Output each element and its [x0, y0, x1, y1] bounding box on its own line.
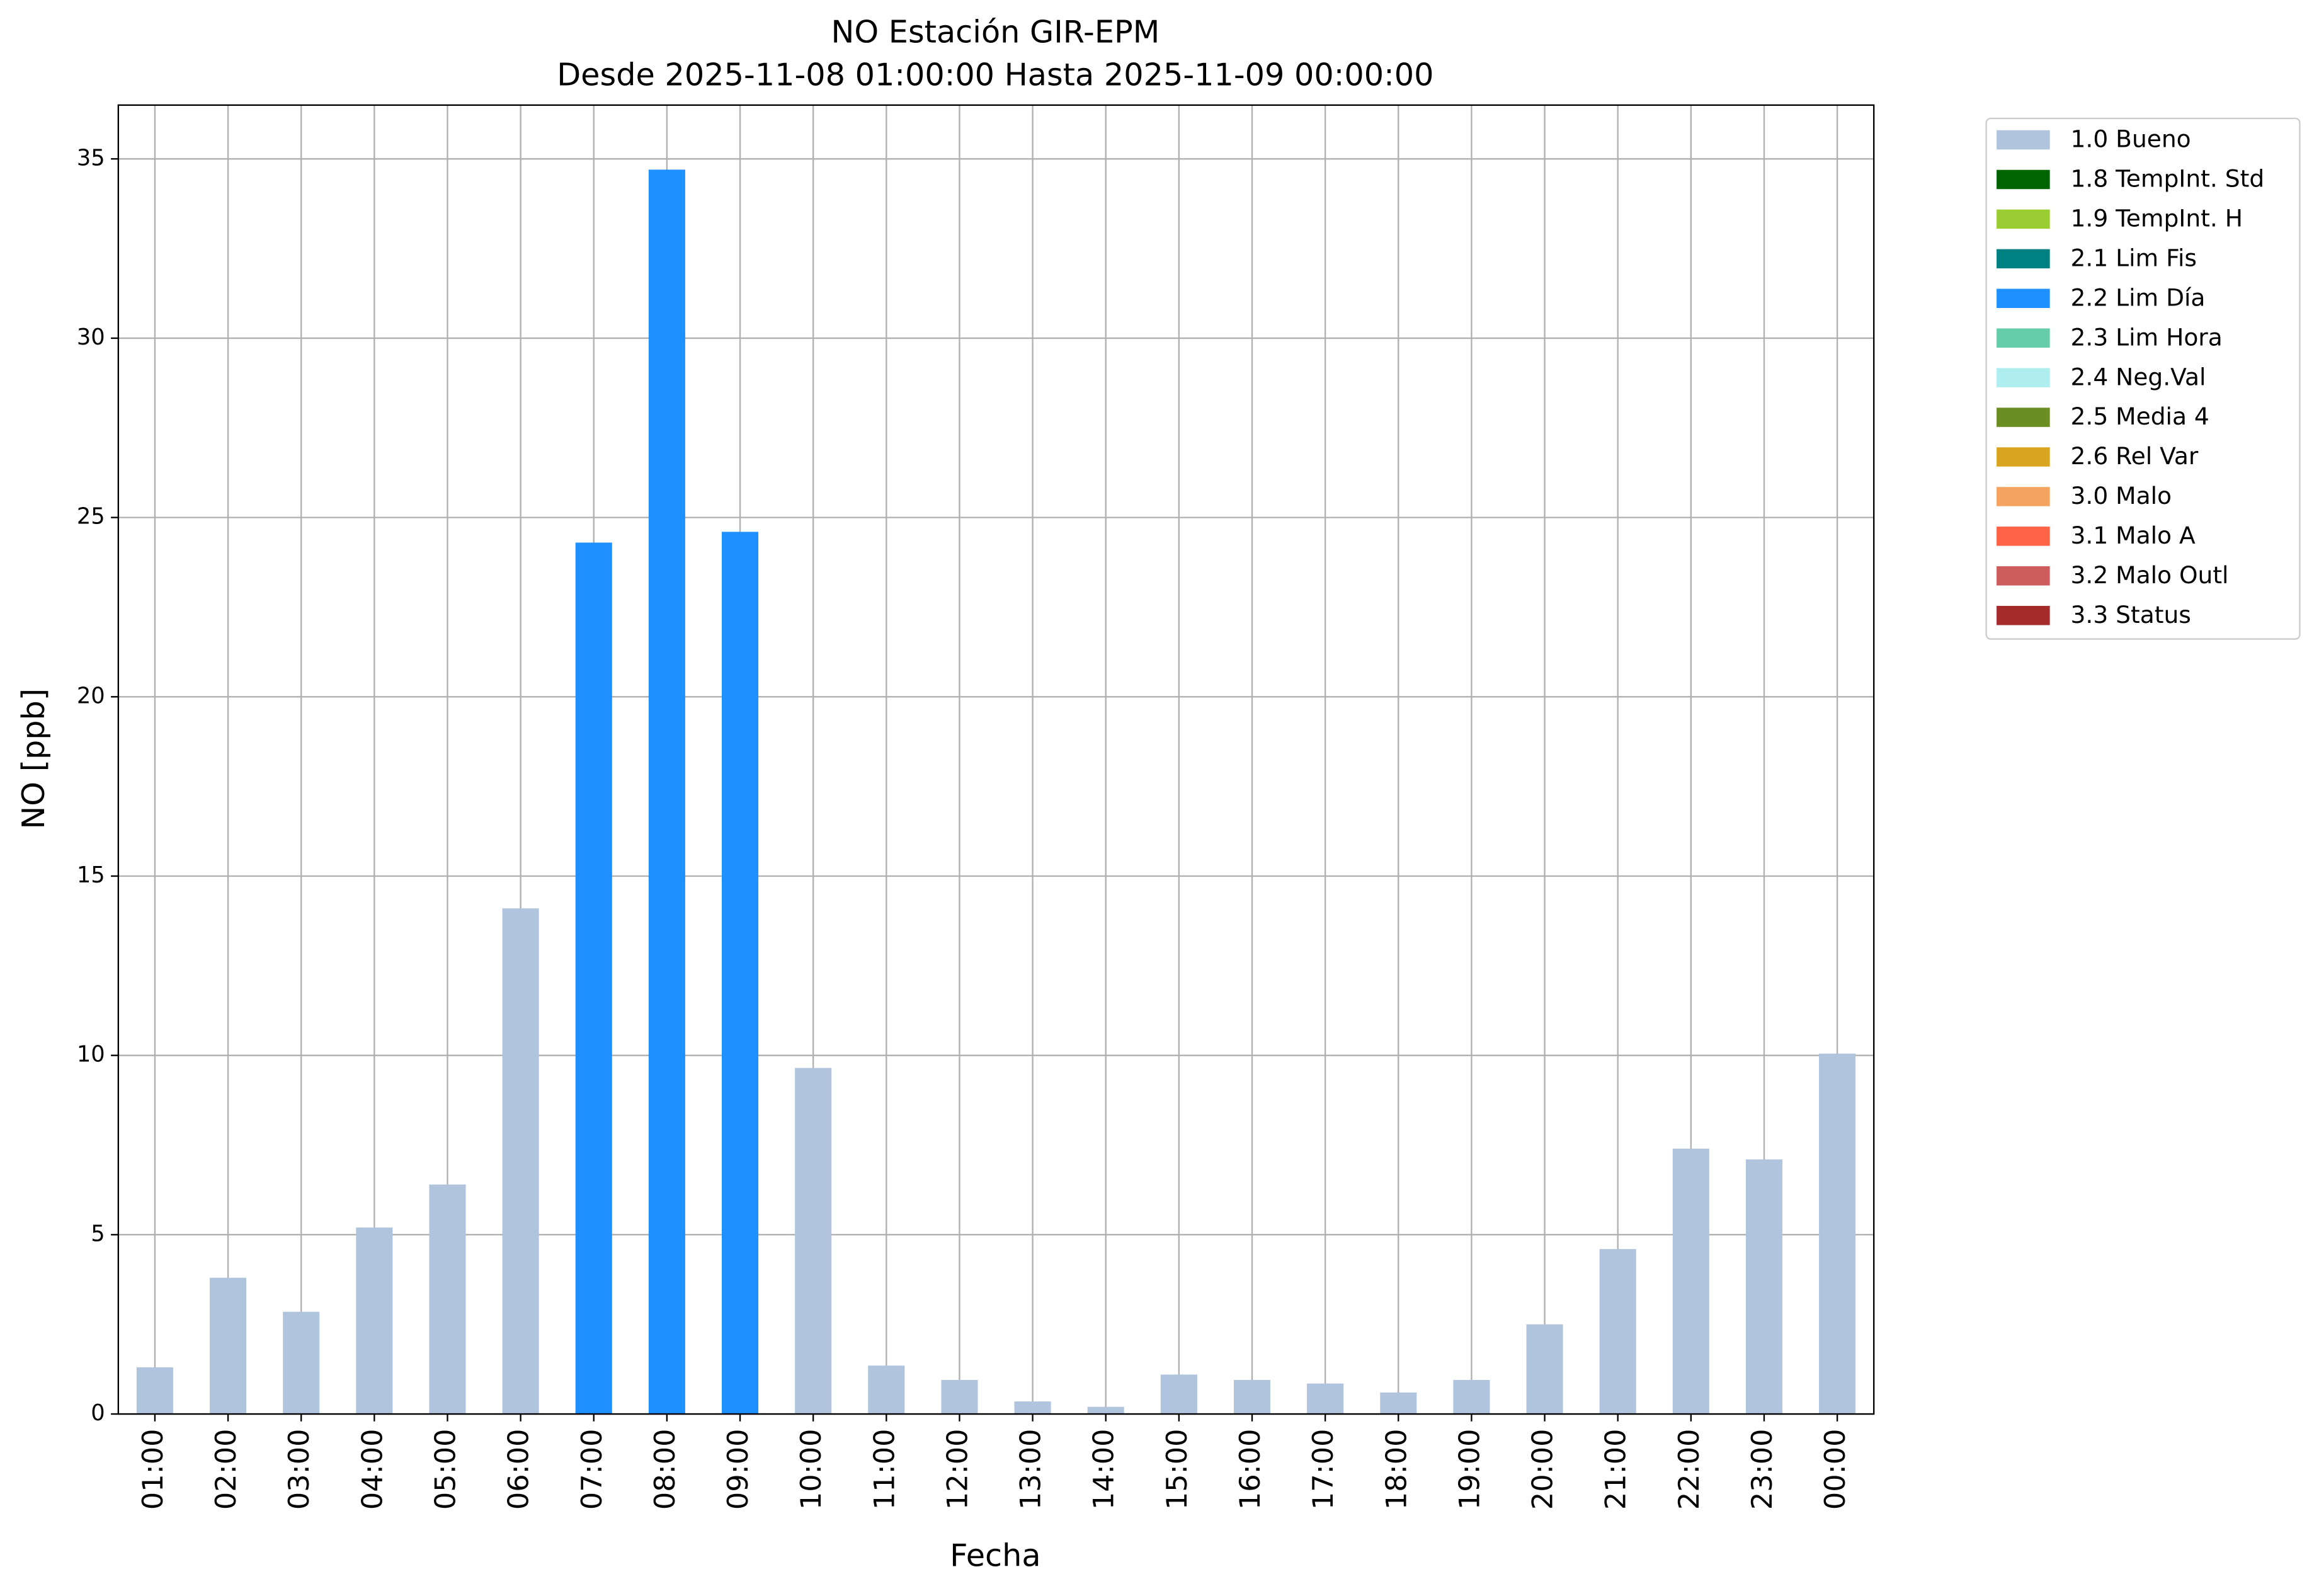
bar: [1599, 1249, 1636, 1415]
bar: [1380, 1392, 1417, 1415]
legend-label: 1.9 TempInt. H: [2071, 205, 2243, 232]
x-tick-label: 12:00: [941, 1429, 974, 1510]
bar: [1087, 1406, 1124, 1415]
x-tick-label: 03:00: [283, 1429, 316, 1510]
y-tick-label: 5: [91, 1221, 105, 1246]
legend-label: 1.8 TempInt. Std: [2071, 165, 2265, 193]
x-tick-label: 13:00: [1015, 1429, 1047, 1510]
y-tick-label: 15: [77, 862, 105, 888]
legend-label: 1.0 Bueno: [2071, 125, 2191, 153]
y-tick-label: 35: [77, 145, 105, 171]
x-tick-label: 01:00: [137, 1429, 169, 1510]
y-tick-label: 25: [77, 504, 105, 530]
bar: [1307, 1383, 1344, 1415]
bar: [1160, 1374, 1197, 1415]
legend-label: 2.1 Lim Fis: [2071, 244, 2197, 272]
x-tick-label: 16:00: [1234, 1429, 1267, 1510]
bar: [722, 532, 759, 1415]
legend-box: [1985, 117, 2301, 640]
legend-swatch: [1997, 605, 2050, 625]
x-tick-label: 18:00: [1380, 1429, 1413, 1510]
x-tick-label: 17:00: [1307, 1429, 1340, 1510]
legend-swatch: [1997, 487, 2050, 506]
bar: [795, 1068, 832, 1415]
bar: [1233, 1379, 1271, 1415]
x-tick-label: 00:00: [1819, 1429, 1852, 1510]
legend-swatch: [1997, 328, 2050, 348]
bar: [868, 1365, 905, 1415]
legend-label: 2.5 Media 4: [2071, 402, 2209, 430]
legend-swatch: [1997, 447, 2050, 467]
x-tick-label: 07:00: [576, 1429, 608, 1510]
legend-swatch: [1997, 527, 2050, 546]
legend-label: 3.0 Malo: [2071, 482, 2172, 510]
x-tick-label: 20:00: [1527, 1429, 1559, 1510]
y-tick-label: 30: [77, 324, 105, 350]
legend-label: 2.3 Lim Hora: [2071, 323, 2223, 351]
x-tick-label: 22:00: [1673, 1429, 1706, 1510]
legend-label: 2.2 Lim Día: [2071, 283, 2206, 311]
x-tick-label: 19:00: [1453, 1429, 1486, 1510]
legend-swatch: [1997, 209, 2050, 229]
x-tick-label: 11:00: [868, 1429, 901, 1510]
y-tick-label: 0: [91, 1400, 105, 1426]
legend-swatch: [1997, 368, 2050, 387]
bar: [429, 1184, 466, 1415]
legend-label: 2.6 Rel Var: [2071, 442, 2199, 470]
bar: [1745, 1159, 1783, 1415]
legend-swatch: [1997, 288, 2050, 309]
x-tick-label: 23:00: [1746, 1429, 1779, 1510]
bar: [1014, 1401, 1051, 1415]
legend-label: 3.3 Status: [2071, 601, 2191, 629]
legend-swatch: [1997, 130, 2050, 150]
axes: 0 5 10 15 20 25 30 35 01:00 02:00 03:00 04:00 05:00 0…: [77, 145, 1852, 1510]
x-tick-label: 21:00: [1600, 1429, 1632, 1510]
legend-label: 2.4 Neg.Val: [2071, 363, 2206, 390]
x-tick-label: 09:00: [722, 1429, 755, 1510]
x-tick-label: 02:00: [210, 1429, 242, 1510]
x-tick-label: 08:00: [649, 1429, 681, 1510]
x-axis-label: Fecha: [950, 1537, 1041, 1573]
chart-subtitle: Desde 2025-11-08 01:00:00 Hasta 2025-11-…: [557, 57, 1433, 93]
bar: [283, 1311, 320, 1415]
bar: [1672, 1148, 1709, 1415]
legend: 1.0 Bueno 1.8 TempInt. Std 1.9 TempInt. H 2…: [1985, 117, 2301, 640]
x-tick-label: 10:00: [795, 1429, 828, 1510]
bar: [1526, 1324, 1563, 1415]
bars: [136, 169, 1856, 1415]
bar: [356, 1227, 393, 1415]
chart-title: NO Estación GIR-EPM: [831, 14, 1160, 50]
bar: [502, 908, 539, 1415]
x-tick-label: 15:00: [1161, 1429, 1194, 1510]
bar: [210, 1277, 247, 1415]
bar: [1453, 1379, 1490, 1415]
x-tick-label: 05:00: [429, 1429, 462, 1510]
x-tick-label: 14:00: [1088, 1429, 1120, 1510]
legend-swatch: [1997, 408, 2050, 427]
bar: [136, 1367, 173, 1415]
x-tick-label: 04:00: [356, 1429, 389, 1510]
x-tick-label: 06:00: [503, 1429, 535, 1510]
y-tick-label: 20: [77, 683, 105, 709]
y-axis-label: NO [ppb]: [15, 688, 52, 829]
legend-label: 3.1 Malo A: [2071, 522, 2196, 549]
plot-frame: [117, 104, 1875, 1415]
y-tick-label: 10: [77, 1042, 105, 1068]
legend-swatch: [1997, 169, 2050, 190]
bar: [575, 542, 612, 1415]
legend-swatch: [1997, 566, 2050, 586]
legend-label: 3.2 Malo Outl: [2071, 561, 2229, 589]
bar: [1819, 1053, 1856, 1415]
bar: [648, 169, 685, 1415]
bar: [941, 1379, 978, 1415]
legend-swatch: [1997, 249, 2050, 269]
